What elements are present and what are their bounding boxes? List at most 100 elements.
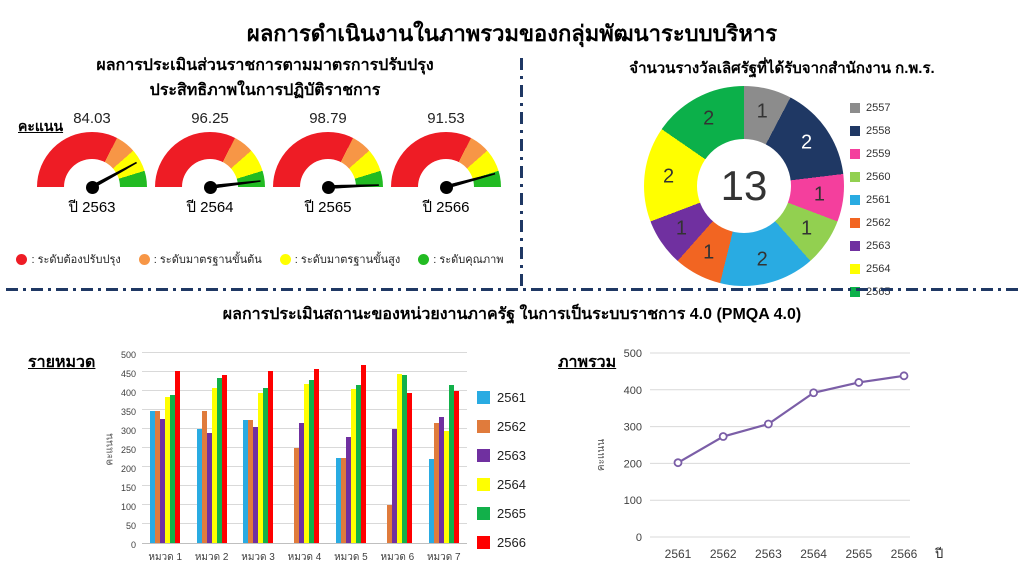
gauge-year-label: ปี 2565 xyxy=(304,199,352,216)
bar-legend-label: 2564 xyxy=(497,477,526,492)
bar xyxy=(160,418,166,543)
by-category-label: รายหมวด xyxy=(28,354,96,371)
legend-color-swatch xyxy=(477,536,490,549)
bar xyxy=(221,375,227,543)
overall-label: ภาพรวม xyxy=(558,354,617,371)
y-tick-label: 250 xyxy=(120,444,136,455)
x-category-label: หมวด 6 xyxy=(380,552,415,563)
awards-legend-item: 2561 xyxy=(850,188,890,211)
assessment-panel-title: ผลการประเมินส่วนราชการตามมาตรการปรับปรุง… xyxy=(50,54,480,104)
gauge-legend-item: : ระดับต้องปรับปรุง xyxy=(16,250,121,268)
donut-slice-value: 1 xyxy=(800,217,813,240)
bar xyxy=(263,387,269,543)
y-tick-label: 0 xyxy=(130,539,136,550)
gauge-year-label: ปี 2563 xyxy=(68,199,116,216)
category-bar-chart: คะแนน 0 50 100 150 200 250 300 350 400 450 500 หมวด … xyxy=(100,346,526,574)
legend-color-swatch xyxy=(850,240,860,251)
legend-color-swatch xyxy=(850,102,860,113)
awards-legend-item: 2558 xyxy=(850,119,890,142)
bar xyxy=(387,505,393,543)
y-tick-label: 400 xyxy=(624,385,642,397)
bar xyxy=(150,410,156,543)
gauge-legend-item: : ระดับมาตรฐานขั้นสูง xyxy=(279,250,400,268)
y-tick-label: 50 xyxy=(125,520,136,531)
awards-legend-label: 2564 xyxy=(866,262,891,275)
awards-panel: จำนวนรางวัลเลิศรัฐที่ได้รับจากสำนักงาน ก… xyxy=(540,54,1024,298)
bar xyxy=(355,385,361,543)
data-point-marker xyxy=(718,432,728,441)
x-tick-label: 2566 xyxy=(891,547,918,561)
assessment-title-line1: ผลการประเมินส่วนราชการตามมาตรการปรับปรุง xyxy=(96,57,434,74)
bar-legend-item: 2564 xyxy=(477,477,526,492)
y-tick-label: 150 xyxy=(120,482,136,493)
y-tick-label: 300 xyxy=(120,425,136,436)
bar xyxy=(170,394,176,543)
gauge-arc xyxy=(155,132,265,194)
bar xyxy=(360,365,366,543)
gauge-arc xyxy=(391,132,501,194)
y-tick-label: 0 xyxy=(636,532,642,544)
gauge: 91.53 ปี 2566 xyxy=(390,110,502,219)
gauge-score-value: 84.03 xyxy=(73,110,111,127)
y-tick-label: 300 xyxy=(624,422,642,434)
donut-slice-value: 2 xyxy=(703,107,715,130)
bar xyxy=(309,379,315,543)
awards-legend-label: 2563 xyxy=(866,239,891,252)
awards-legend-item: 2559 xyxy=(850,142,890,165)
bar xyxy=(304,384,310,543)
line-y-axis-label: คะแนน xyxy=(596,439,607,471)
bar-legend-item: 2563 xyxy=(477,448,526,463)
bar-group xyxy=(281,354,327,543)
awards-legend-label: 2559 xyxy=(866,147,891,160)
legend-color-swatch xyxy=(850,194,860,205)
x-category-label: หมวด 7 xyxy=(426,552,461,563)
awards-legend-label: 2557 xyxy=(866,101,891,114)
data-point-marker xyxy=(763,419,773,429)
bar xyxy=(268,371,274,543)
gauge-band-legend: : ระดับต้องปรับปรุง: ระดับมาตรฐานขั้นต้น… xyxy=(0,250,520,268)
bar-series-legend: 2561 2562 2563 2564 2565 2566 xyxy=(477,390,526,564)
gauge-score-value: 91.53 xyxy=(427,110,465,127)
pmqa-section-title: ผลการประเมินสถานะของหน่วยงานภาครัฐ ในการ… xyxy=(222,306,802,323)
y-tick-label: 100 xyxy=(120,501,136,512)
bar-legend-item: 2562 xyxy=(477,419,526,434)
awards-legend-item: 2563 xyxy=(850,234,890,257)
bar xyxy=(314,369,320,543)
awards-legend-item: 2565 xyxy=(850,280,890,303)
data-point-marker xyxy=(854,378,864,387)
bar-groups xyxy=(142,354,467,543)
legend-color-swatch xyxy=(477,507,490,520)
bar-legend-label: 2563 xyxy=(497,448,526,463)
legend-color-swatch xyxy=(850,125,860,136)
gauge-legend-item: : ระดับคุณภาพ xyxy=(418,250,504,268)
awards-legend-label: 2562 xyxy=(866,216,891,229)
gauge-arc xyxy=(273,132,383,194)
gauge-year-label: ปี 2566 xyxy=(422,199,470,216)
legend-color-dot xyxy=(138,253,150,265)
bar xyxy=(155,410,161,543)
vertical-divider xyxy=(520,58,523,286)
bar xyxy=(196,429,202,543)
horizontal-divider xyxy=(6,288,1018,291)
bar-legend-item: 2566 xyxy=(477,535,526,550)
gauge: 84.03 ปี 2563 xyxy=(36,110,148,219)
legend-color-swatch xyxy=(477,478,490,491)
gauge: 96.25 ปี 2564 xyxy=(154,110,266,219)
awards-legend-item: 2557 xyxy=(850,96,890,119)
bar xyxy=(397,373,403,543)
score-axis-label: คะแนน xyxy=(18,118,64,134)
awards-legend-label: 2561 xyxy=(866,193,891,206)
bar xyxy=(392,428,398,543)
bar-plot-area xyxy=(142,352,467,544)
bar xyxy=(175,371,181,543)
bar-legend-item: 2565 xyxy=(477,506,526,521)
legend-color-swatch xyxy=(477,449,490,462)
awards-legend-label: 2560 xyxy=(866,170,891,183)
bar xyxy=(407,392,413,543)
y-tick-label: 400 xyxy=(120,387,136,398)
gauge-legend-label: : ระดับต้องปรับปรุง xyxy=(31,254,121,266)
bar xyxy=(340,457,346,543)
legend-color-swatch xyxy=(850,286,860,297)
bar xyxy=(248,420,254,543)
